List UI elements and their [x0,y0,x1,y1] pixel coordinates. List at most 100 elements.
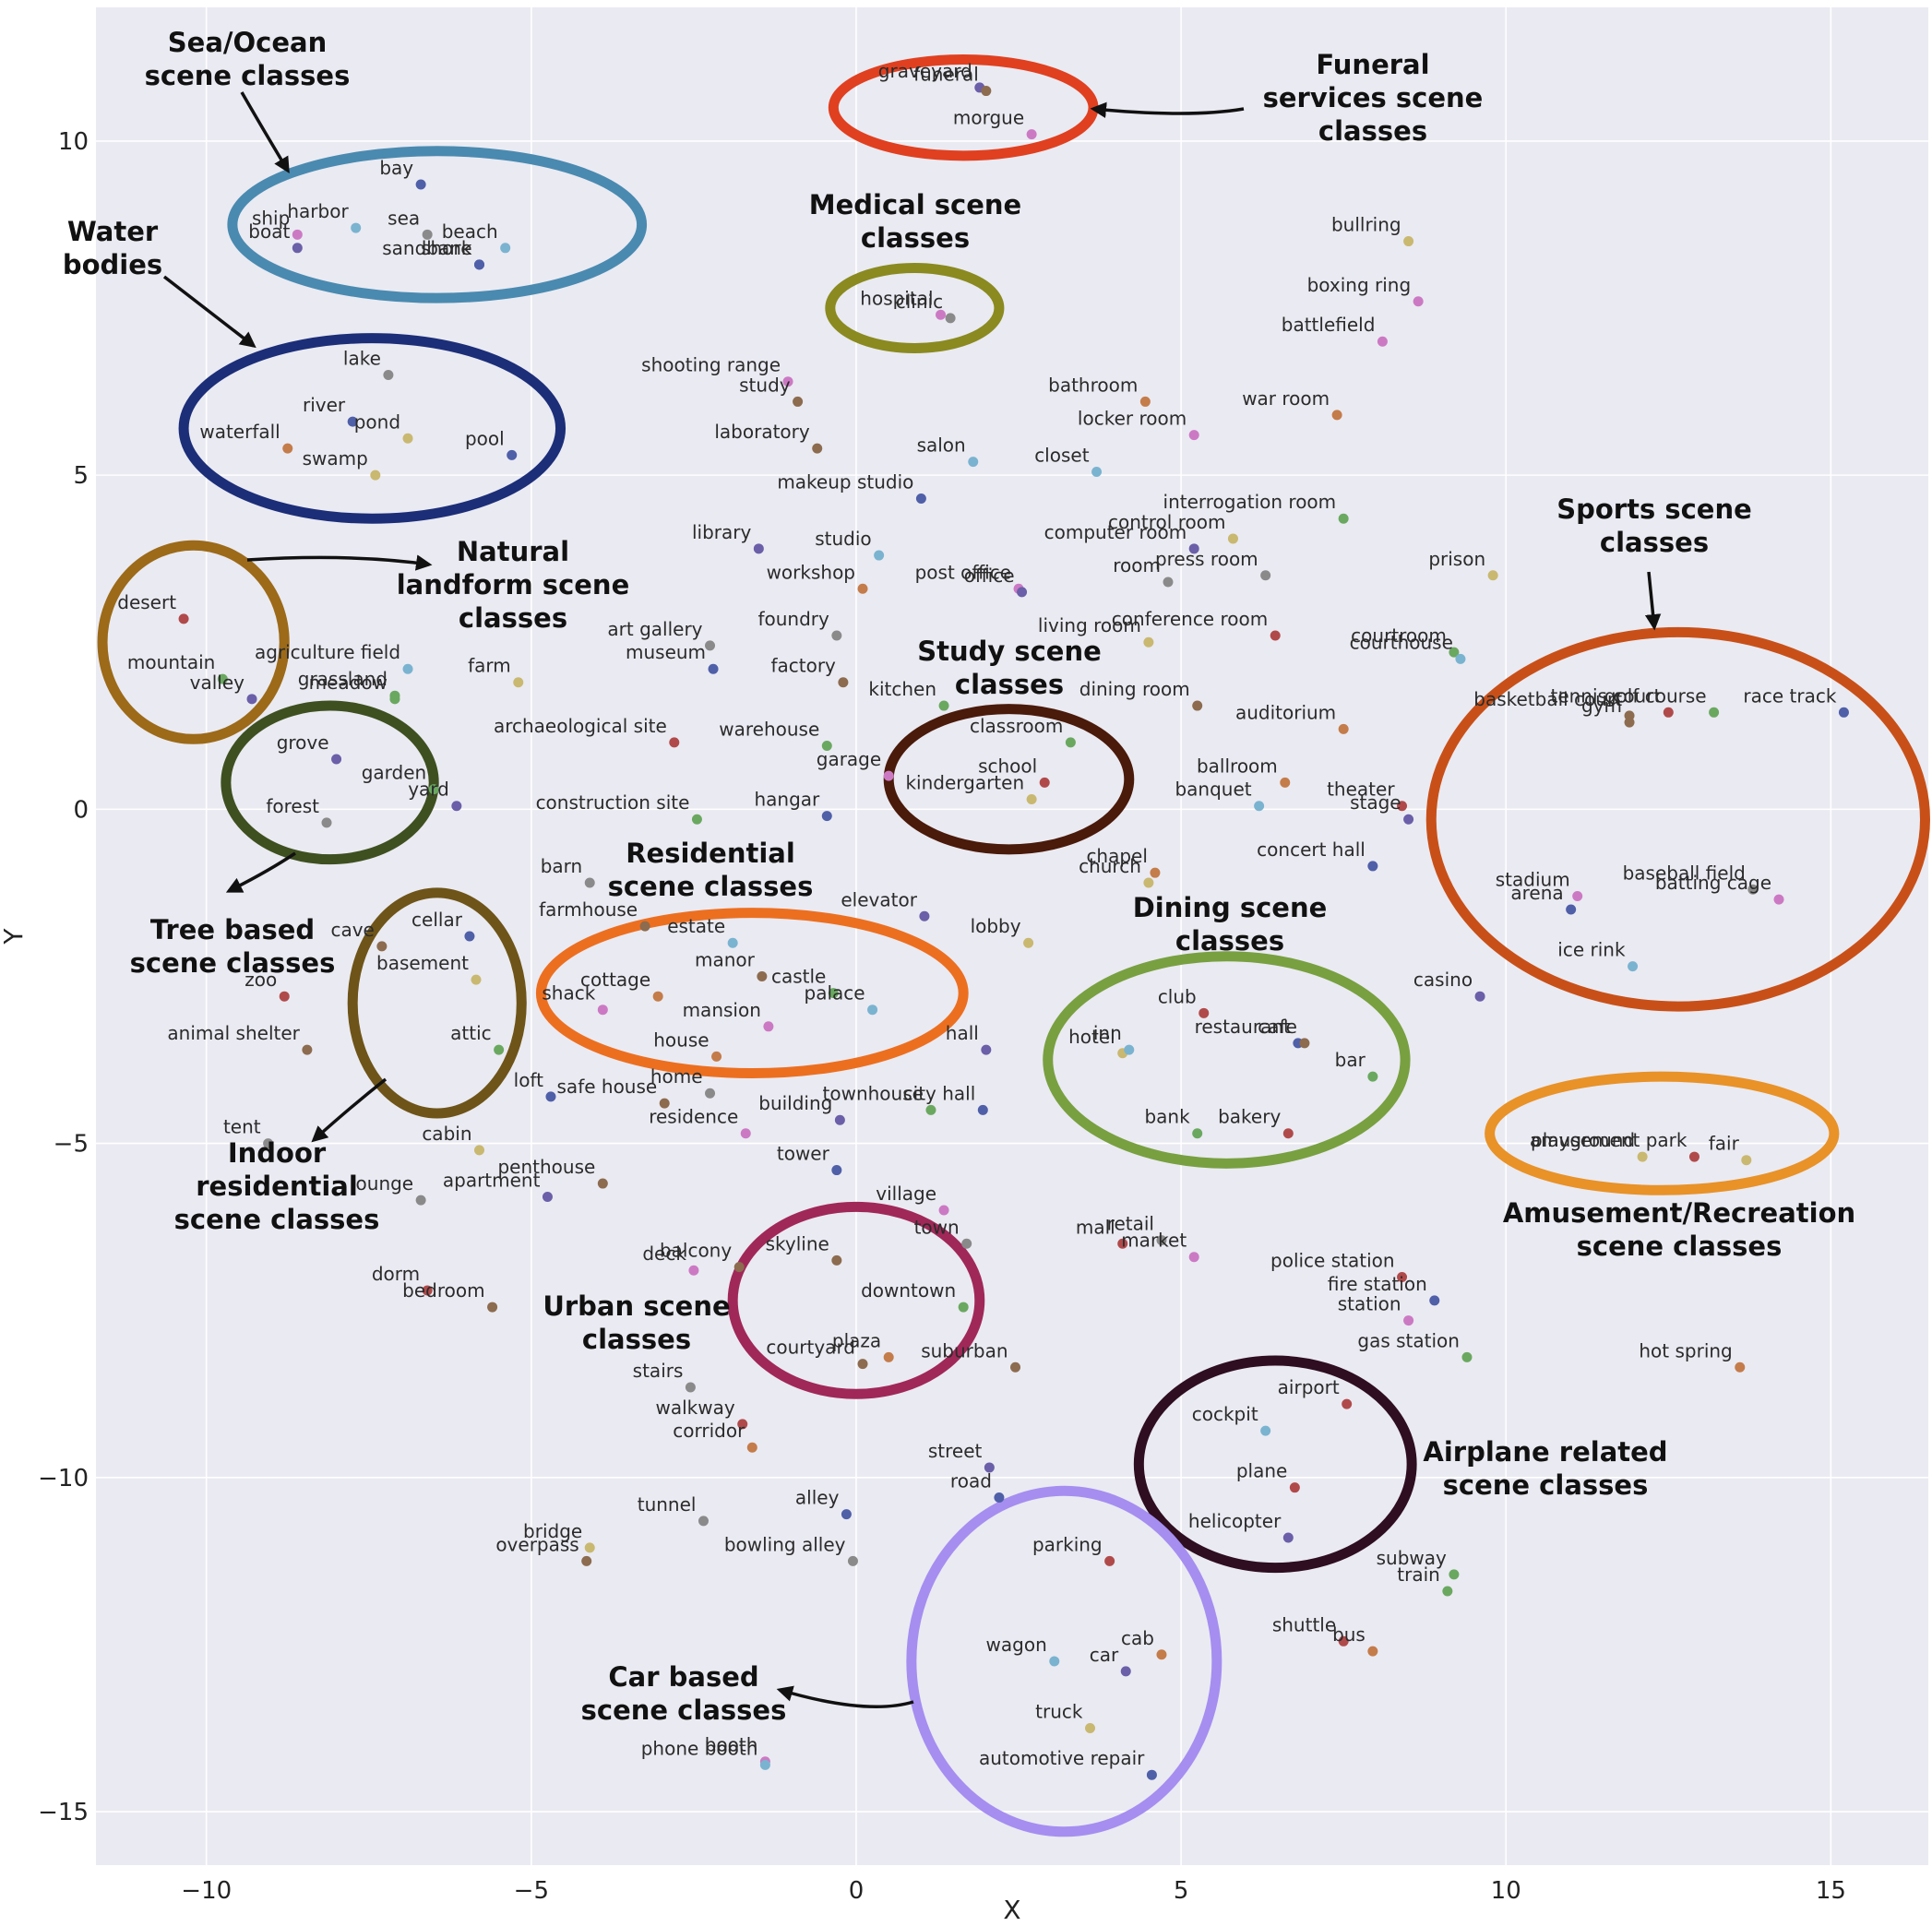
data-point [1065,737,1076,748]
point-label: agriculture field [255,641,400,663]
point-label: foundry [757,608,829,630]
data-point [1282,1532,1294,1543]
data-point [759,1759,770,1770]
point-label: stadium [1496,869,1570,891]
data-point [1023,937,1034,948]
point-label: boxing ring [1307,274,1412,296]
point-label: courtroom [1351,624,1447,647]
data-point [1026,129,1037,140]
point-label: estate [667,915,725,937]
point-label: safe house [557,1076,658,1098]
point-label: kitchen [868,678,936,700]
data-point [347,416,358,427]
data-point [938,1205,949,1216]
group-ellipse [347,887,527,1119]
data-point [451,801,462,812]
point-label: retail [1107,1213,1154,1235]
annotation-arrows [162,91,1662,1708]
point-label: kindergarten [905,771,1024,793]
point-label: gas station [1357,1329,1460,1351]
annotation-text: bodies [63,249,162,280]
point-label: race track [1743,684,1836,707]
group-ellipse [1133,1355,1417,1574]
group-ellipse [1043,951,1411,1169]
data-point [1461,1351,1473,1362]
point-label: courtyard [766,1337,855,1359]
point-label: tower [777,1143,830,1165]
data-point [402,433,413,444]
data-point [821,741,832,752]
point-label: hotel [1068,1026,1115,1048]
data-point [597,1005,608,1016]
point-label: church [1079,855,1141,877]
point-label: bullring [1331,214,1401,236]
data-point [331,754,342,765]
point-label: computer room [1044,521,1187,543]
data-point [945,313,956,324]
data-point [812,443,823,454]
data-point [217,673,228,684]
data-point [584,1542,595,1553]
data-point [874,550,885,561]
data-point [1367,861,1378,872]
point-label: forest [266,795,319,817]
annotation-text: scene classes [145,60,351,91]
point-label: inn [1093,1022,1122,1044]
point-label: cab [1121,1627,1154,1649]
data-point [936,309,947,320]
point-label: suburban [921,1339,1008,1361]
data-point [292,229,303,240]
point-label: living room [1038,614,1141,636]
data-point [1377,336,1388,347]
point-label: skyline [766,1232,829,1254]
data-point [1637,1151,1648,1162]
data-point [581,1555,592,1566]
annotation-text: Dining scene [1133,892,1328,923]
data-point [652,991,663,1002]
point-label: building [758,1092,832,1114]
point-label: phone booth [641,1737,758,1759]
point-label: cellar [411,909,463,931]
point-label: arena [1510,882,1563,904]
data-point [883,1351,894,1362]
point-label: downtown [861,1279,956,1302]
data-point [733,1262,745,1273]
point-label: makeup studio [777,470,913,493]
data-point [1773,894,1784,905]
point-label: village [876,1183,936,1205]
point-label: plane [1236,1460,1288,1482]
data-point [1299,1038,1310,1049]
data-point [1403,1315,1414,1326]
data-point [1143,636,1154,648]
data-point [705,640,716,651]
data-point [1227,533,1238,544]
point-label: town [914,1216,960,1238]
y-tick-label: 5 [73,462,89,490]
point-label: corridor [673,1420,745,1442]
data-point [1150,867,1161,878]
annotation-text: Airplane related [1423,1436,1667,1468]
point-label: lounge [351,1172,413,1195]
group-ellipse [97,540,290,744]
point-label: balcony [660,1240,732,1262]
data-point [1688,1151,1699,1162]
y-tick-label: −15 [38,1799,89,1826]
point-label: home [650,1065,703,1088]
point-label: funeral [913,64,979,86]
data-point [1117,1238,1128,1249]
annotation-text: classes [1175,925,1284,957]
data-point [1260,570,1271,581]
point-label: stairs [633,1360,684,1382]
data-point [831,1254,842,1266]
point-label: restaurant [1195,1016,1291,1038]
point-label: bus [1332,1623,1366,1646]
point-label: apartment [443,1170,541,1192]
data-point [474,1145,485,1156]
data-point [1741,1155,1752,1166]
x-tick-label: 15 [1816,1877,1846,1905]
data-point [984,1462,995,1473]
group-ellipse [1485,1071,1840,1195]
data-point [1338,513,1349,524]
point-label: zoo [244,969,277,991]
